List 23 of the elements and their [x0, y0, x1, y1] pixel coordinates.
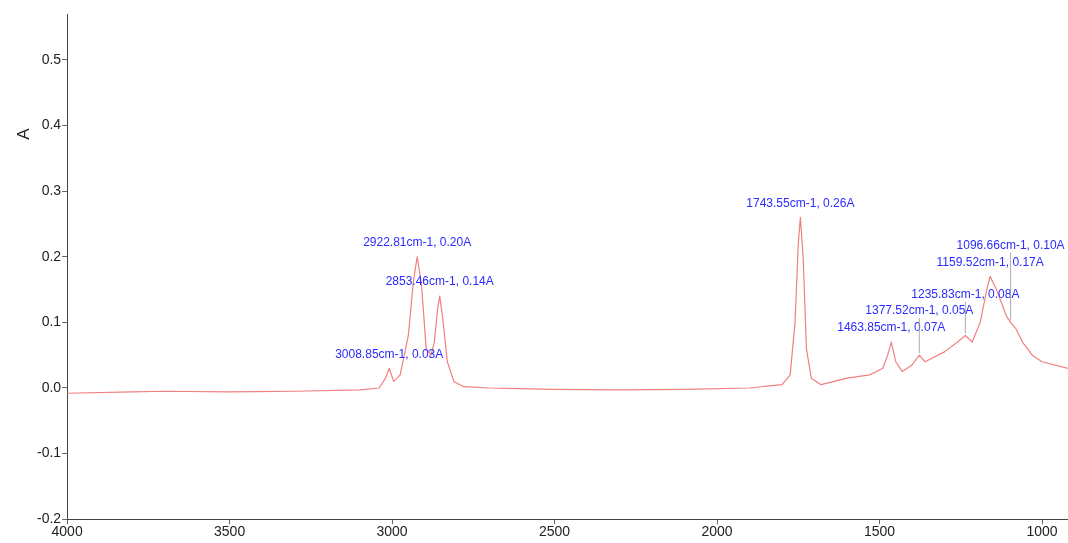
x-tick-label: 2000 — [701, 523, 733, 540]
y-tick-label: 0.0 — [41, 378, 62, 395]
annotation: 3008.85cm-1, 0.03A — [335, 346, 444, 361]
annotation: 2922.81cm-1, 0.20A — [363, 235, 472, 250]
annotation: 1377.52cm-1, 0.05A — [865, 303, 974, 318]
x-tick-label: 1500 — [863, 523, 896, 540]
y-tick-label: 0.3 — [41, 182, 62, 199]
x-tick-label: 3500 — [214, 523, 246, 540]
y-tick-label: 0.5 — [41, 50, 62, 67]
x-tick-label: 3000 — [376, 523, 408, 540]
x-tick-label: 2500 — [538, 523, 571, 540]
x-tick-label: 1000 — [1026, 523, 1058, 540]
annotation: 1159.52cm-1, 0.17A — [936, 254, 1044, 269]
annotation: 2853.46cm-1, 0.14A — [385, 274, 494, 289]
y-tick-label: 0.1 — [41, 313, 62, 330]
y-tick-label: -0.1 — [37, 444, 62, 461]
annotation: 1235.83cm-1, 0.08A — [911, 286, 1020, 301]
y-axis-title: A — [13, 127, 33, 140]
annotation: 1463.85cm-1, 0.07A — [837, 320, 946, 335]
y-tick-label: 0.2 — [41, 247, 62, 264]
y-tick-label: 0.4 — [41, 116, 62, 133]
annotation: 1743.55cm-1, 0.26A — [746, 195, 855, 210]
annotation: 1096.66cm-1, 0.10A — [956, 237, 1065, 252]
